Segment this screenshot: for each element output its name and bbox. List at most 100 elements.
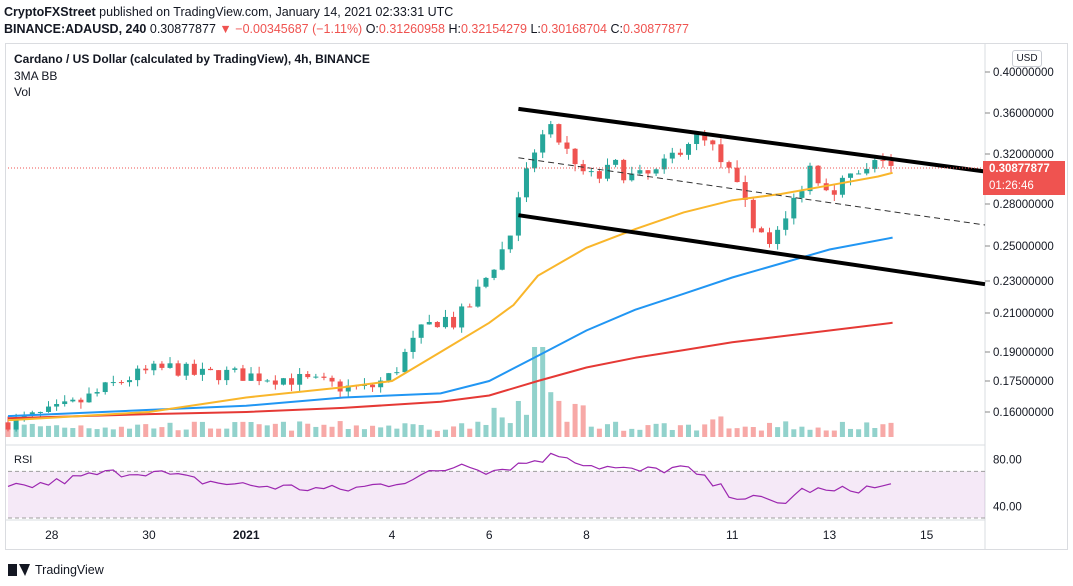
close-label: C: <box>610 22 623 36</box>
volume-bar <box>102 427 108 437</box>
price-change: −0.00345687 (−1.11%) <box>235 22 363 36</box>
volume-bar <box>791 429 797 437</box>
volume-bar <box>280 421 286 437</box>
volume-bar <box>232 422 238 437</box>
volume-bar <box>70 428 76 437</box>
volume-bar <box>321 424 327 437</box>
candle-body <box>880 160 886 162</box>
candle-body <box>451 316 457 328</box>
time-axis-label: 4 <box>389 528 396 542</box>
volume-bar <box>742 426 748 437</box>
candle-body <box>86 393 92 403</box>
candle-body <box>102 382 108 393</box>
candle-body <box>661 158 667 170</box>
volume-bar <box>702 424 708 437</box>
volume-bar <box>483 424 489 437</box>
time-axis-label: 11 <box>726 528 739 542</box>
candle-body <box>410 337 416 352</box>
volume-bar <box>224 428 230 437</box>
candle-body <box>629 173 635 181</box>
currency-button[interactable]: USD <box>1012 50 1042 67</box>
legend-bb[interactable]: 3MA BB <box>14 69 58 83</box>
volume-bar <box>54 425 60 437</box>
price-axis-label: 0.23000000 <box>993 276 1054 288</box>
candle-body <box>645 170 651 174</box>
candle-body <box>621 159 627 181</box>
candle-body <box>475 286 481 307</box>
time-axis-label: 13 <box>823 528 837 542</box>
candle-body <box>710 140 716 145</box>
volume-bar <box>135 424 141 437</box>
volume-bar <box>159 427 165 437</box>
down-triangle-icon: ▼ <box>219 22 232 36</box>
volume-bar <box>775 427 781 437</box>
candle-body <box>62 401 68 405</box>
price-axis-label: 0.36000000 <box>993 108 1054 120</box>
volume-bar <box>353 425 359 437</box>
candle-body <box>110 382 116 384</box>
volume-bar <box>167 422 173 437</box>
tradingview-logo-icon <box>8 564 30 576</box>
candle-body <box>167 363 173 368</box>
time-axis-label: 30 <box>142 528 156 542</box>
candle-body <box>127 380 133 383</box>
volume-bar <box>86 428 92 437</box>
candle-body <box>872 160 878 169</box>
high-label: H: <box>448 22 461 36</box>
volume-bar <box>823 430 829 437</box>
time-axis-label: 28 <box>45 528 59 542</box>
candle-body <box>702 132 708 141</box>
volume-bar <box>645 425 651 437</box>
rsi-band <box>8 471 985 518</box>
volume-bar <box>766 422 773 437</box>
candle-body <box>734 167 740 183</box>
candle-body <box>653 169 659 174</box>
volume-bar <box>208 428 214 437</box>
volume-bar <box>410 424 416 437</box>
candle-body <box>337 381 343 392</box>
candle-body <box>742 182 748 200</box>
volume-bar <box>815 427 821 437</box>
candle-body <box>54 404 60 407</box>
candle-body <box>264 380 270 382</box>
volume-bar <box>78 425 84 437</box>
candle-body <box>248 373 254 381</box>
candle-body <box>799 191 805 198</box>
footer-brand[interactable]: TradingView <box>35 563 104 577</box>
volume-bar <box>313 426 319 437</box>
candle-body <box>807 165 813 192</box>
publisher-name[interactable]: CryptoFXStreet <box>4 5 96 19</box>
candle-body <box>135 368 141 381</box>
volume-bar <box>677 425 683 437</box>
volume-bar <box>256 424 262 437</box>
volume-bar <box>442 429 448 437</box>
rsi-axis-label: 40.00 <box>993 501 1022 513</box>
candle-body <box>143 368 149 371</box>
volume-bar <box>718 416 724 437</box>
candle-body <box>750 199 756 229</box>
time-axis-label: 2021 <box>233 528 260 542</box>
candle-body <box>5 422 11 430</box>
volume-bar <box>629 428 635 437</box>
candle-body <box>588 171 594 173</box>
candle-body <box>491 269 497 278</box>
volume-bar <box>459 423 465 437</box>
candle-body <box>426 322 432 325</box>
candle-body <box>556 124 562 143</box>
price-axis-label: 0.17500000 <box>993 376 1054 388</box>
rsi-axis-label: 80.00 <box>993 455 1022 467</box>
volume-bar <box>37 426 43 437</box>
volume-bar <box>613 421 619 437</box>
price-axis-label: 0.19000000 <box>993 347 1054 359</box>
volume-bar <box>596 428 602 437</box>
legend-volume[interactable]: Vol <box>14 85 31 99</box>
volume-bar <box>345 429 351 437</box>
candle-body <box>216 370 222 381</box>
candle-body <box>637 170 643 174</box>
candle-body <box>386 373 392 381</box>
volume-bar <box>750 426 756 437</box>
candle-body <box>272 380 278 385</box>
legend-rsi[interactable]: RSI <box>14 454 33 466</box>
candle-body <box>378 380 384 388</box>
